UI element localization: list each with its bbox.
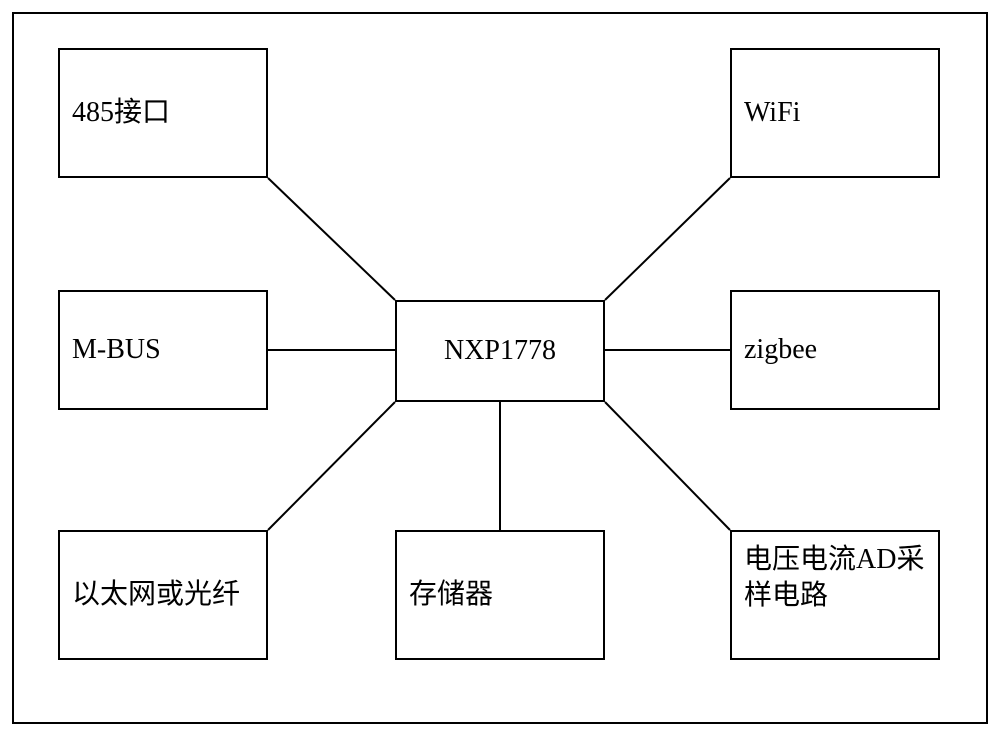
node-memory-label: 存储器 xyxy=(409,577,493,613)
node-rs485-label: 485接口 xyxy=(72,95,170,131)
node-zigbee-label: zigbee xyxy=(744,332,817,368)
node-adc: 电压电流AD采样电路 xyxy=(730,530,940,660)
node-mbus-label: M-BUS xyxy=(72,332,161,368)
node-adc-label: 电压电流AD采样电路 xyxy=(744,542,938,615)
node-zigbee: zigbee xyxy=(730,290,940,410)
node-wifi: WiFi xyxy=(730,48,940,178)
node-rs485: 485接口 xyxy=(58,48,268,178)
node-memory: 存储器 xyxy=(395,530,605,660)
node-center-label: NXP1778 xyxy=(444,333,556,369)
node-mbus: M-BUS xyxy=(58,290,268,410)
node-wifi-label: WiFi xyxy=(744,95,800,131)
node-center-nxp1778: NXP1778 xyxy=(395,300,605,402)
node-ethernet-fiber: 以太网或光纤 xyxy=(58,530,268,660)
node-ethernet-fiber-label: 以太网或光纤 xyxy=(72,577,240,613)
